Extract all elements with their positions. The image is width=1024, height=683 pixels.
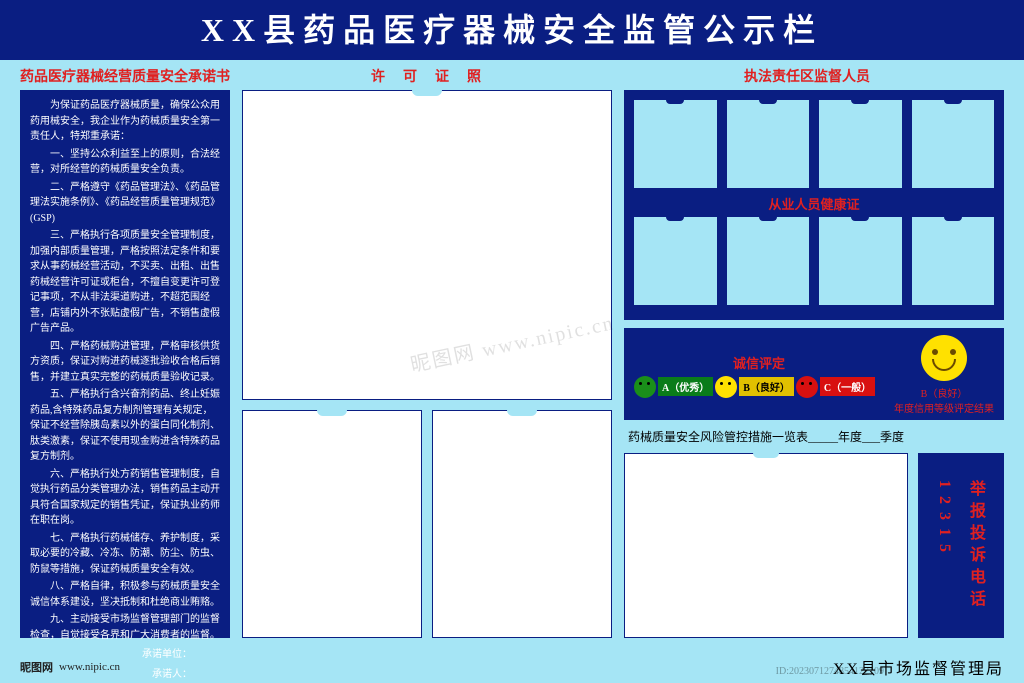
footer-left: 昵图网 www.nipic.cn: [20, 655, 120, 679]
license-column: [242, 90, 612, 638]
rating-result-caption: 年度信用等级评定结果: [894, 400, 994, 415]
footer: 昵图网 www.nipic.cn XX县市场监督管理局: [0, 655, 1024, 679]
supervisor-photo-slot: [634, 100, 717, 188]
rating-badges: A（优秀） B（良好） C（一般）: [634, 376, 884, 398]
smile-green-icon: [634, 376, 656, 398]
commitment-intro: 为保证药品医疗器械质量，确保公众用药用械安全，我企业作为药械质量安全第一责任人，…: [30, 98, 220, 145]
license-slot-right: [432, 410, 612, 638]
supervisor-photo-slot: [912, 100, 995, 188]
rating-legend: 诚信评定 A（优秀） B（良好） C（一般）: [634, 353, 884, 398]
footer-url: www.nipic.cn: [59, 661, 120, 673]
license-slot-left: [242, 410, 422, 638]
commitment-item: 七、严格执行药械储存、养护制度，采取必要的冷藏、冷冻、防潮、防尘、防虫、防鼠等措…: [30, 531, 220, 578]
commitment-item: 四、严格药械购进管理，严格审核供货方资质，保证对购进药械逐批验收合格后销售，并建…: [30, 339, 220, 386]
hotline-number: 12315: [935, 480, 953, 612]
commitment-item: 一、坚持公众利益至上的原则，合法经营，对所经营的药械质量安全负责。: [30, 147, 220, 178]
bottom-row: 12315 举报投诉电话: [624, 453, 1004, 638]
commitment-item: 五、严格执行含兴奋剂药品、终止妊娠药品,含特殊药品复方制剂管理有关规定，保证不经…: [30, 387, 220, 465]
footer-brand: 昵图网: [20, 659, 53, 675]
commitment-item: 三、严格执行各项质量安全管理制度，加强内部质量管理，严格按照法定条件和要求从事药…: [30, 228, 220, 337]
smile-yellow-icon: [715, 376, 737, 398]
supervisor-photo-slot: [819, 100, 902, 188]
hotline-panel: 12315 举报投诉电话: [918, 453, 1004, 638]
supervisor-photo-row: [634, 100, 994, 188]
rating-badge-a: A（优秀）: [634, 376, 713, 398]
title-staff: 执法责任区监督人员: [610, 66, 1004, 86]
hotline-label: 举报投诉电话: [963, 480, 987, 612]
title-commitment: 药品医疗器械经营质量安全承诺书: [20, 66, 230, 86]
healthcert-photo-slot: [634, 217, 717, 305]
staff-panel: 从业人员健康证: [624, 90, 1004, 320]
rating-label-a: A（优秀）: [658, 377, 713, 396]
rating-label-b: B（良好）: [739, 377, 794, 396]
healthcert-photo-slot: [912, 217, 995, 305]
content-area: 为保证药品医疗器械质量，确保公众用药用械安全，我企业作为药械质量安全第一责任人，…: [0, 90, 1024, 638]
healthcert-photo-row: [634, 217, 994, 305]
commitment-item: 九、主动接受市场监督管理部门的监督检查，自觉接受各界和广大消费者的监督。: [30, 612, 220, 643]
rating-badge-c: C（一般）: [796, 376, 875, 398]
board-title: XX县药品医疗器械安全监管公示栏: [0, 0, 1024, 60]
result-face-icon: [921, 335, 967, 381]
commitment-panel: 为保证药品医疗器械质量，确保公众用药用械安全，我企业作为药械质量安全第一责任人，…: [20, 90, 230, 638]
health-cert-title: 从业人员健康证: [634, 194, 994, 213]
footer-issuer: XX县市场监督管理局: [833, 655, 1004, 679]
commitment-item: 六、严格执行处方药销售管理制度，自觉执行药品分类管理办法，销售药品主动开具符合国…: [30, 467, 220, 529]
rating-panel: 诚信评定 A（优秀） B（良好） C（一般）: [624, 328, 1004, 420]
license-slot-main: [242, 90, 612, 400]
title-license: 许可证照: [230, 66, 610, 86]
risk-table-title: 药械质量安全风险管控措施一览表_____年度___季度: [624, 428, 1004, 445]
rating-result-level: B（良好）: [894, 385, 994, 400]
risk-table-slot: [624, 453, 908, 638]
smile-red-icon: [796, 376, 818, 398]
section-title-row: 药品医疗器械经营质量安全承诺书 许可证照 执法责任区监督人员: [0, 60, 1024, 90]
right-column: 从业人员健康证 诚信评定 A（优秀） B（良好）: [624, 90, 1004, 638]
commitment-item: 二、严格遵守《药品管理法》、《药品管理法实施条例》、《药品经营质量管理规范》(G…: [30, 180, 220, 227]
healthcert-photo-slot: [819, 217, 902, 305]
commitment-item: 八、严格自律，积极参与药械质量安全诚信体系建设，坚决抵制和杜绝商业贿赂。: [30, 579, 220, 610]
rating-result: B（良好） 年度信用等级评定结果: [894, 335, 994, 415]
rating-label-c: C（一般）: [820, 377, 875, 396]
healthcert-photo-slot: [727, 217, 810, 305]
license-slot-row: [242, 410, 612, 638]
supervisor-photo-slot: [727, 100, 810, 188]
rating-title: 诚信评定: [634, 353, 884, 372]
rating-badge-b: B（良好）: [715, 376, 794, 398]
